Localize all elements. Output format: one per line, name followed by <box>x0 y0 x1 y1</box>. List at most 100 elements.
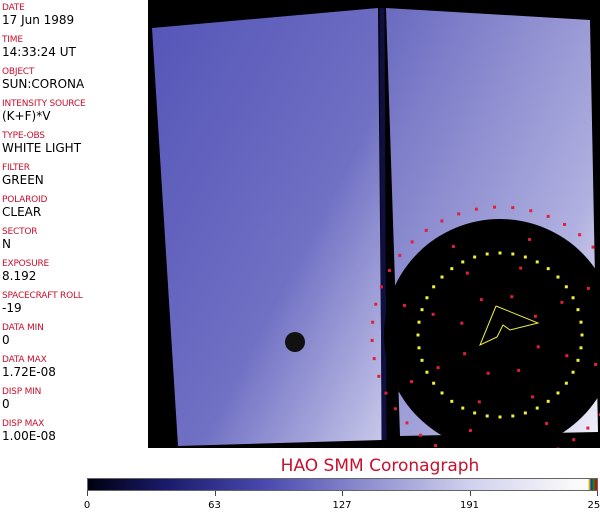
grid-marker <box>384 391 388 395</box>
grid-marker <box>591 245 595 249</box>
grid-marker <box>372 357 376 361</box>
grid-marker <box>432 381 436 385</box>
radial-marker <box>594 363 598 367</box>
radial-marker <box>465 271 469 275</box>
field-label: EXPOSURE <box>2 259 50 269</box>
field-value: N <box>2 237 11 251</box>
grid-marker <box>371 320 375 324</box>
field-label: FILTER <box>2 163 30 173</box>
radial-marker <box>560 300 564 304</box>
grid-marker <box>579 346 583 350</box>
grid-marker <box>432 285 436 289</box>
grid-marker <box>576 308 580 312</box>
grid-marker <box>420 308 424 312</box>
grid-marker <box>523 411 527 415</box>
grid-marker <box>586 426 590 430</box>
grid-marker <box>578 233 582 237</box>
field-type-obs: TYPE-OBS WHITE LIGHT <box>2 131 81 155</box>
field-value: GREEN <box>2 173 44 187</box>
grid-marker <box>485 414 489 418</box>
radial-marker <box>436 366 440 370</box>
colorbar-tick-label: 191 <box>459 500 480 511</box>
grid-marker <box>416 333 420 337</box>
occulter-disk <box>384 219 600 448</box>
grid-marker <box>387 268 391 272</box>
grid-marker <box>579 320 583 324</box>
radial-marker <box>545 421 549 425</box>
field-data-max: DATA MAX 1.72E-08 <box>2 355 56 379</box>
grid-marker <box>556 275 560 279</box>
grid-marker <box>405 421 409 425</box>
colorbar-tick-label: 63 <box>208 500 221 511</box>
radial-marker <box>463 352 467 356</box>
grid-marker <box>580 333 584 337</box>
grid-marker <box>474 207 478 211</box>
radial-marker <box>451 245 455 249</box>
field-value: SUN:CORONA <box>2 77 85 91</box>
grid-marker <box>485 252 489 256</box>
grid-marker <box>433 444 437 448</box>
colorbar-tick-label: 255 <box>587 500 600 511</box>
grid-marker <box>598 413 600 417</box>
colorbar-tick <box>469 491 471 496</box>
field-value: 0 <box>2 333 10 347</box>
chart-title: HAO SMM Coronagraph <box>280 456 480 476</box>
grid-marker <box>450 267 454 271</box>
field-label: TIME <box>2 35 23 45</box>
radial-marker <box>460 321 464 325</box>
field-value: WHITE LIGHT <box>2 141 82 155</box>
colorbar-tick-label: 127 <box>332 500 352 511</box>
field-object: OBJECT SUN:CORONA <box>2 67 84 91</box>
field-label: DATE <box>2 3 25 13</box>
grid-marker <box>450 399 454 403</box>
field-intensity-source: INTENSITY SOURCE (K+F)*V <box>2 99 86 123</box>
grid-marker <box>576 358 580 362</box>
radial-marker <box>533 314 537 318</box>
grid-marker <box>511 206 515 210</box>
grid-marker <box>564 285 568 289</box>
grid-marker <box>535 260 539 264</box>
field-label: DISP MAX <box>2 419 45 429</box>
grid-marker <box>420 358 424 362</box>
grid-marker <box>563 222 567 226</box>
grid-marker <box>571 296 575 300</box>
grid-marker <box>523 255 527 259</box>
grid-marker <box>556 391 560 395</box>
field-data-min: DATA MIN 0 <box>2 323 44 347</box>
grid-marker <box>440 275 444 279</box>
radial-marker <box>410 380 414 384</box>
field-value: 1.72E-08 <box>2 365 56 379</box>
grid-marker <box>511 414 515 418</box>
header-info-panel: DATE 17 Jun 1989 TIME 14:33:24 UT OBJECT SUN:… <box>0 0 150 448</box>
colorbar <box>87 478 598 491</box>
grid-marker <box>417 320 421 324</box>
grid-marker <box>418 433 422 437</box>
grid-marker <box>493 205 497 209</box>
field-exposure: EXPOSURE 8.192 <box>2 259 49 283</box>
image-left-half <box>152 8 382 446</box>
grid-marker <box>457 212 461 216</box>
field-value: (K+F)*V <box>2 109 51 123</box>
radial-marker <box>586 286 590 290</box>
radial-marker <box>486 371 490 375</box>
grid-marker <box>425 370 429 374</box>
grid-marker <box>440 391 444 395</box>
field-filter: FILTER GREEN <box>2 163 44 187</box>
radial-marker <box>517 368 521 372</box>
field-disp-min: DISP MIN 0 <box>2 387 41 411</box>
field-disp-max: DISP MAX 1.00E-08 <box>2 419 56 443</box>
field-value: CLEAR <box>2 205 42 219</box>
field-label: SECTOR <box>2 227 38 237</box>
radial-marker <box>519 266 523 270</box>
field-polaroid: POLAROID CLEAR <box>2 195 47 219</box>
field-value: 0 <box>2 397 10 411</box>
grid-marker <box>424 228 428 232</box>
colorbar-tick <box>87 491 88 496</box>
grid-marker <box>473 411 477 415</box>
coronagraph-image[interactable] <box>150 0 600 448</box>
field-label: DATA MIN <box>2 323 44 333</box>
field-label: OBJECT <box>2 67 35 77</box>
region-outline <box>479 305 540 346</box>
grid-marker <box>374 302 378 306</box>
grid-marker <box>546 399 550 403</box>
